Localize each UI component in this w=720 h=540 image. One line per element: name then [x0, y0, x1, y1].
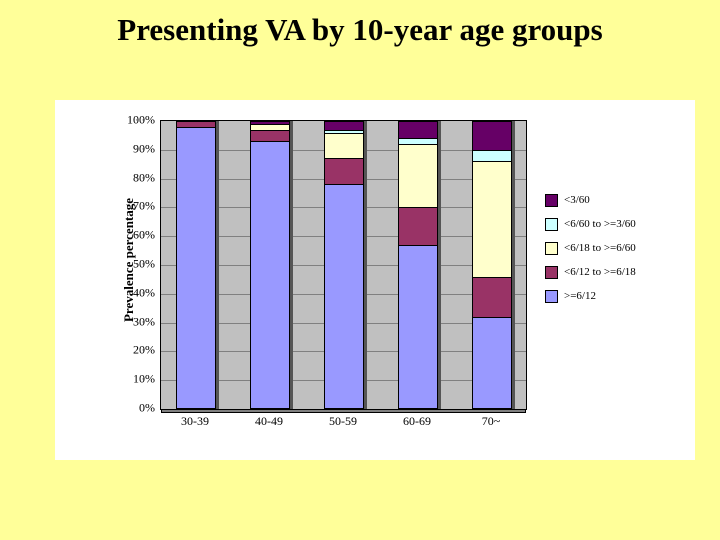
bar-segment [472, 150, 512, 162]
bar-segment [250, 130, 290, 142]
bar-40-49 [250, 121, 290, 409]
legend-swatch [545, 218, 558, 231]
bar-segment [398, 207, 438, 244]
legend-item: <3/60 [545, 192, 636, 208]
plot-floor [161, 409, 526, 413]
bar-segment [324, 121, 364, 130]
legend-swatch [545, 266, 558, 279]
bar-segment [472, 277, 512, 317]
bar-segment [250, 141, 290, 409]
bar-60-69 [398, 121, 438, 409]
legend-swatch [545, 290, 558, 303]
bar-segment [398, 144, 438, 207]
chart-container: Prevalence percentage <3/60<6/60 to >=3/… [55, 100, 695, 460]
chart-title: Presenting VA by 10-year age groups [0, 0, 720, 48]
x-tick-label: 60-69 [403, 414, 431, 429]
legend-label: <6/60 to >=3/60 [564, 218, 636, 230]
legend-item: <6/18 to >=6/60 [545, 240, 636, 256]
x-tick-label: 40-49 [255, 414, 283, 429]
x-tick-label: 30-39 [181, 414, 209, 429]
legend-item: >=6/12 [545, 288, 636, 304]
bar-segment [324, 133, 364, 159]
legend-label: <6/18 to >=6/60 [564, 242, 636, 254]
legend-swatch [545, 242, 558, 255]
bar-segment [176, 127, 216, 409]
bar-segment [472, 161, 512, 276]
bar-segment [324, 184, 364, 409]
y-tick-label: 0% [139, 401, 155, 416]
legend-label: <3/60 [564, 194, 590, 206]
x-tick-label: 70~ [482, 414, 501, 429]
bar-segment [398, 245, 438, 409]
bar-segment [472, 317, 512, 409]
bar-70~ [472, 121, 512, 409]
legend-item: <6/60 to >=3/60 [545, 216, 636, 232]
legend-label: <6/12 to >=6/18 [564, 266, 636, 278]
legend-label: >=6/12 [564, 290, 596, 302]
legend: <3/60 <6/60 to >=3/60 <6/18 to >=6/60 <6/12… [545, 192, 636, 312]
legend-item: <6/12 to >=6/18 [545, 264, 636, 280]
bar-30-39 [176, 121, 216, 409]
bar-segment [324, 158, 364, 184]
plot-area [160, 120, 527, 410]
x-tick-label: 50-59 [329, 414, 357, 429]
bar-segment [472, 121, 512, 150]
bar-segment [398, 121, 438, 138]
legend-swatch [545, 194, 558, 207]
bar-50-59 [324, 121, 364, 409]
